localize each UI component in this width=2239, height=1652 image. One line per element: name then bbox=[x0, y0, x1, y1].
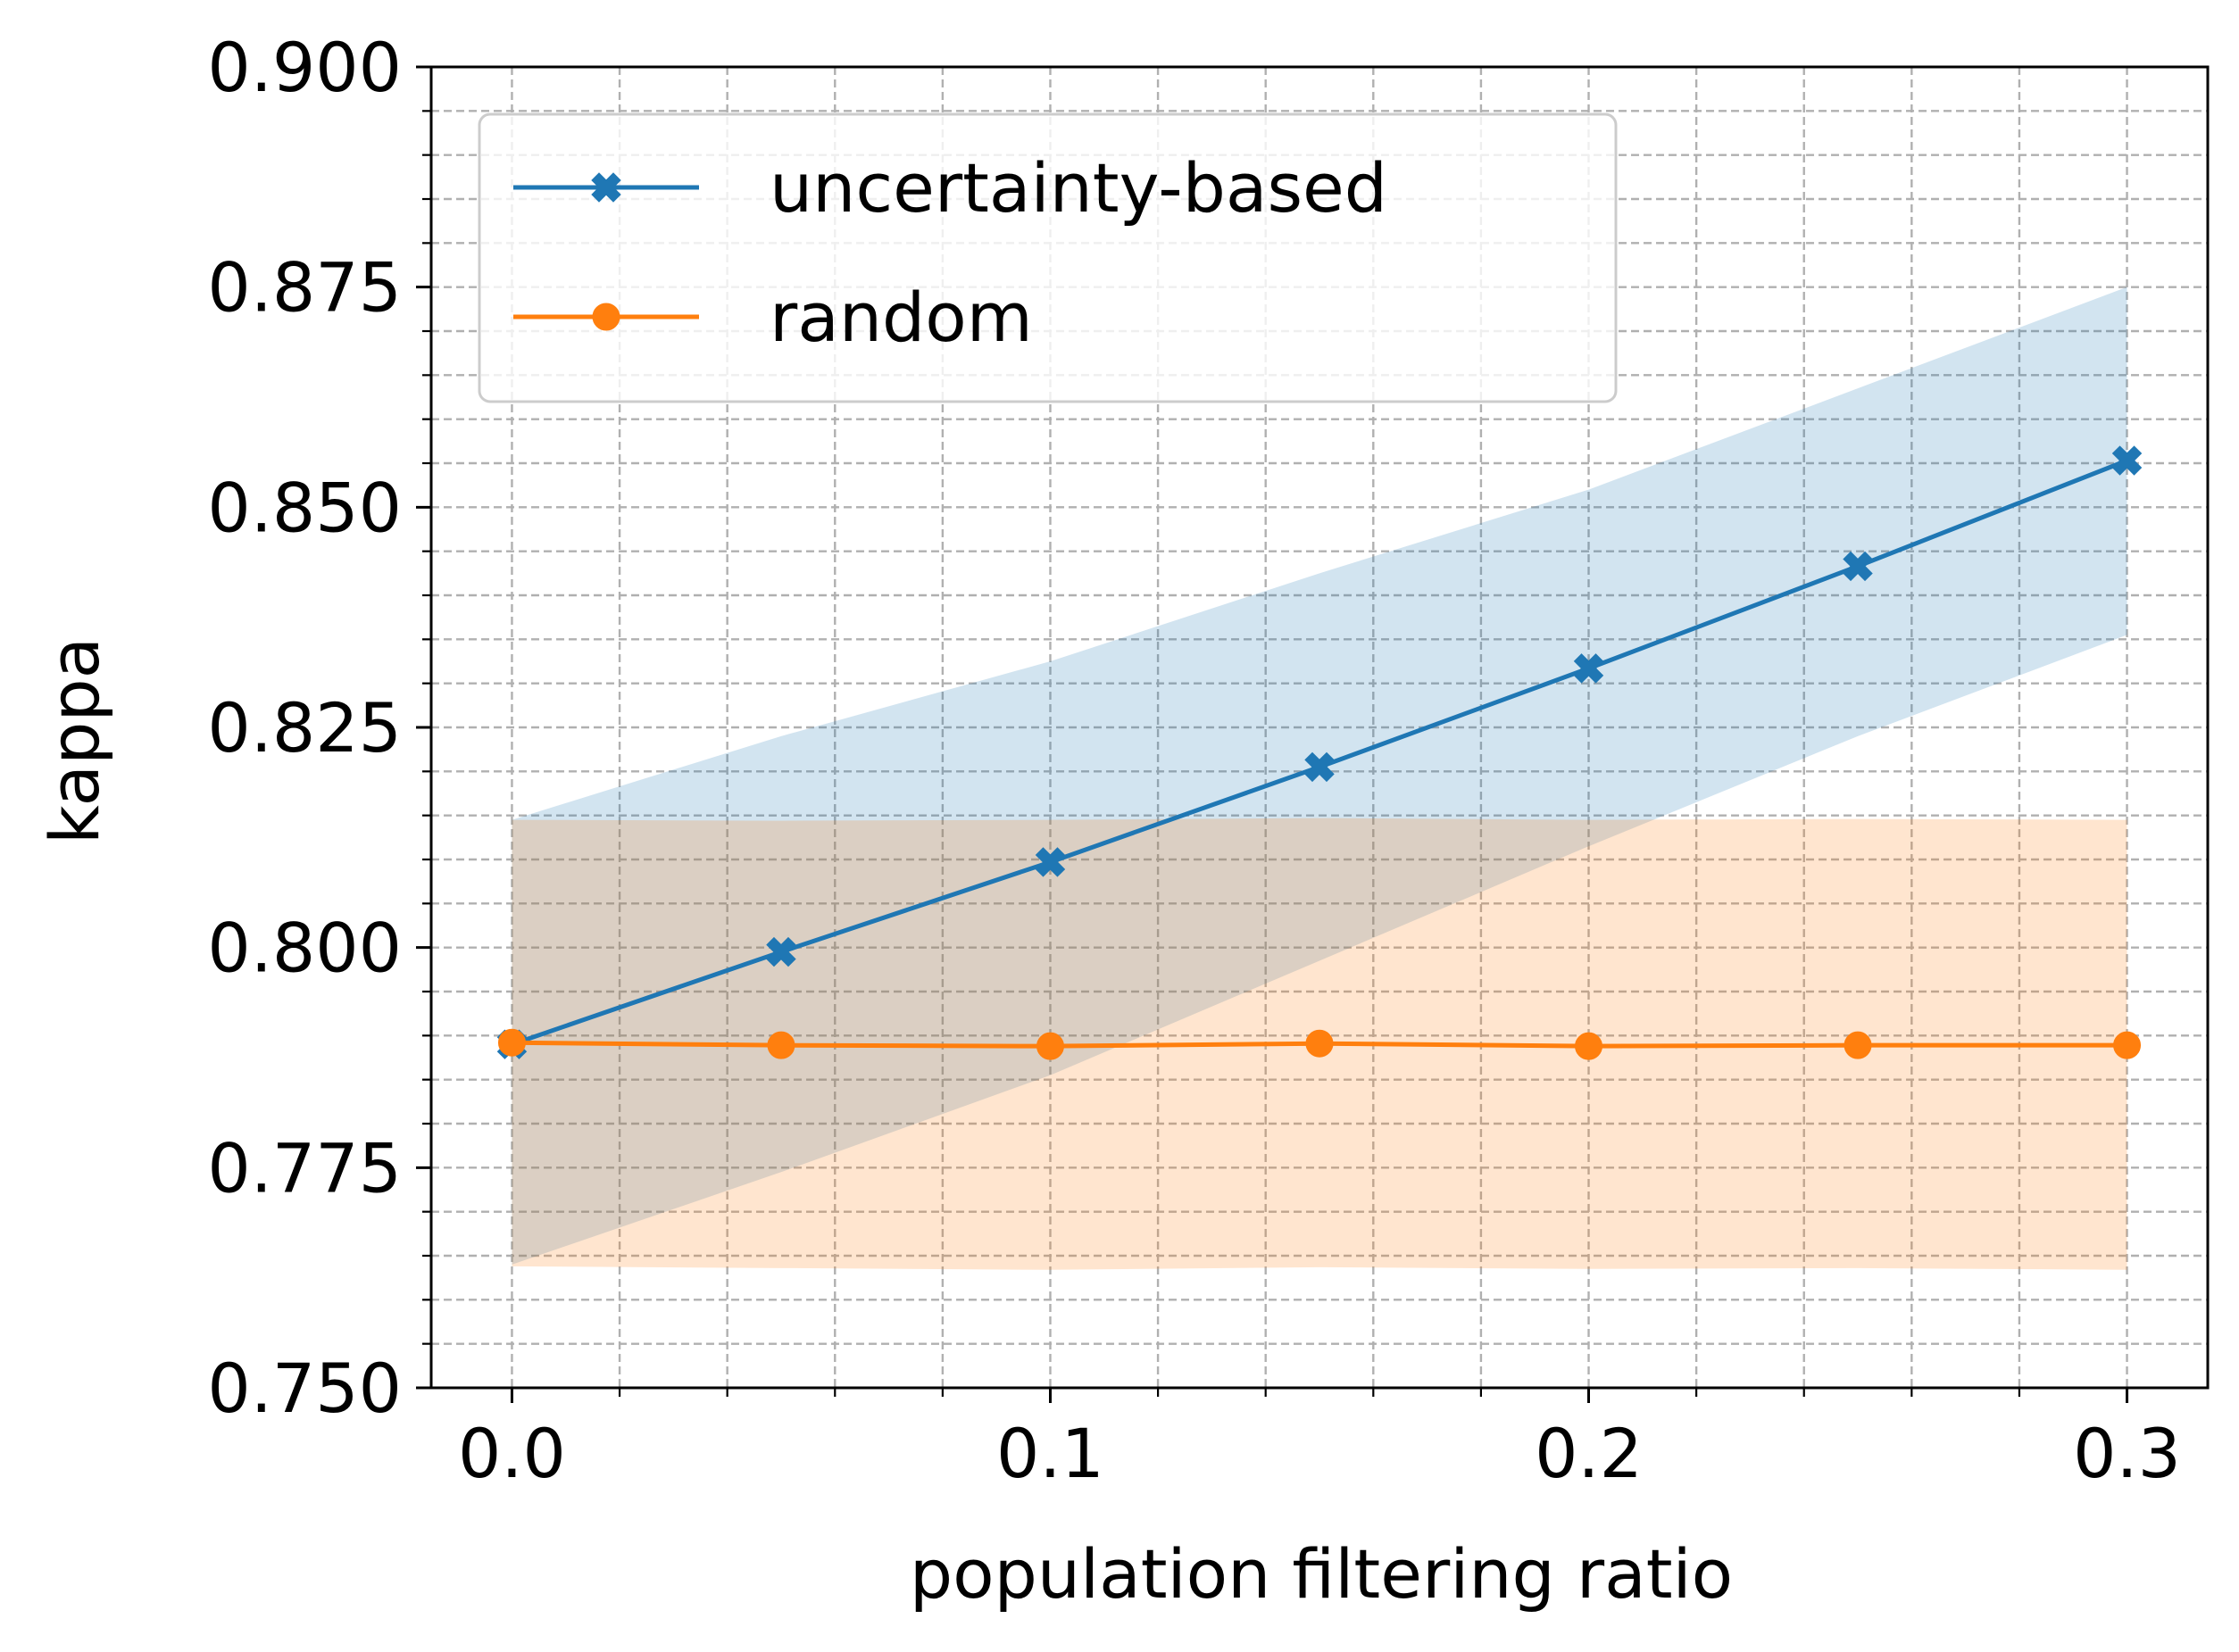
data-point-random bbox=[1844, 1031, 1872, 1059]
tick-labels: 0.0 0.1 0.2 0.3 0.750 0.775 0.800 0.825 0.850 0.8… bbox=[207, 28, 2181, 1493]
data-point-random bbox=[2113, 1031, 2142, 1059]
confidence-band-uncertainty-based bbox=[512, 286, 2127, 1265]
y-tick-label: 0.900 bbox=[207, 28, 402, 107]
data-point-random bbox=[1036, 1032, 1064, 1060]
x-tick-label: 0.1 bbox=[996, 1414, 1104, 1493]
x-tick-label: 0.0 bbox=[458, 1414, 566, 1493]
x-axis-title: population filtering ratio bbox=[910, 1534, 1733, 1614]
legend-marker-random bbox=[592, 303, 620, 331]
data-point-uncertainty-based bbox=[1304, 751, 1335, 783]
legend-marker-uncertainty-based bbox=[591, 172, 621, 203]
x-tick-label: 0.2 bbox=[1535, 1414, 1643, 1493]
y-tick-label: 0.800 bbox=[207, 909, 402, 988]
x-tick-label: 0.3 bbox=[2073, 1414, 2181, 1493]
legend-label-uncertainty-based: uncertainty-based bbox=[770, 148, 1387, 228]
y-tick-label: 0.850 bbox=[207, 468, 402, 547]
data-point-random bbox=[497, 1028, 526, 1057]
legend-box bbox=[478, 112, 1618, 403]
data-point-uncertainty-based bbox=[766, 936, 796, 967]
data-point-uncertainty-based bbox=[1035, 847, 1066, 877]
data-point-random bbox=[1305, 1029, 1334, 1058]
data-point-uncertainty-based bbox=[1843, 551, 1873, 582]
y-tick-label: 0.775 bbox=[207, 1128, 402, 1208]
data-point-uncertainty-based bbox=[1573, 653, 1604, 684]
y-axis-title: kappa bbox=[35, 637, 114, 844]
y-tick-label: 0.825 bbox=[207, 688, 402, 768]
y-tick-label: 0.750 bbox=[207, 1349, 402, 1428]
legend: uncertainty-based random bbox=[478, 112, 1618, 403]
axis-ticks bbox=[416, 65, 2129, 1403]
data-point-random bbox=[1575, 1032, 1603, 1060]
legend-label-random: random bbox=[770, 278, 1033, 357]
y-tick-label: 0.875 bbox=[207, 248, 402, 328]
data-point-random bbox=[767, 1031, 795, 1059]
data-point-uncertainty-based bbox=[2111, 445, 2143, 476]
series-markers bbox=[496, 445, 2143, 1060]
